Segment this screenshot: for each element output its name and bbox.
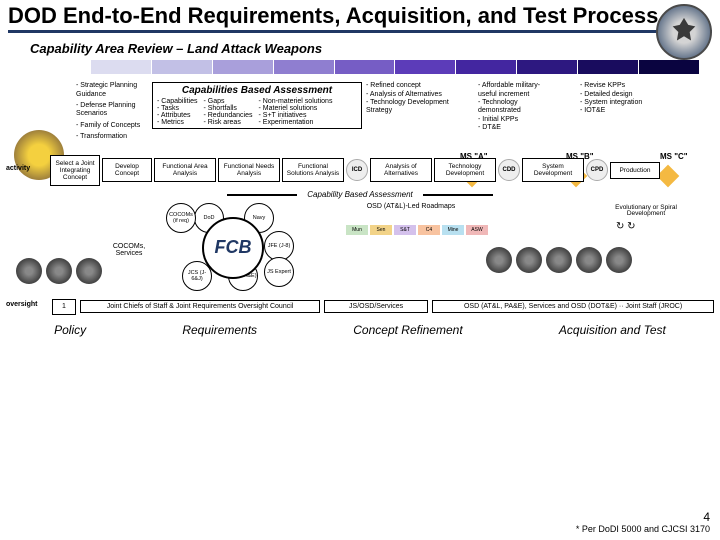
cba-col-3: Non-materiel solutionsMateriel solutions… — [259, 98, 333, 126]
subtitle: Capability Area Review – Land Attack Wea… — [30, 41, 700, 56]
service-seals-right — [486, 247, 632, 273]
seal-icon — [576, 247, 602, 273]
activity-box: Functional Area Analysis — [154, 158, 216, 182]
activity-box: Develop Concept — [102, 158, 152, 182]
oversight-label: oversight — [6, 301, 48, 308]
oversight-box: OSD (AT&L, PA&E), Services and OSD (DOT&… — [432, 300, 714, 313]
cba-col-1: CapabilitiesTasksAttributesMetrics — [157, 98, 197, 126]
cba-box: Capabilities Based Assessment Capabiliti… — [152, 82, 362, 129]
fcb-node: COCOMs (if req) — [166, 203, 196, 233]
phase-label: Acquisition and Test — [559, 323, 666, 337]
evolution-label: Evolutionary or Spiral Development — [606, 205, 686, 218]
activity-box: Select a Joint Integrating Concept — [50, 155, 100, 186]
ms-b-bullets: Revise KPPsDetailed designSystem integra… — [580, 82, 660, 116]
policy-bullets: Strategic Planning GuidanceDefense Plann… — [76, 82, 148, 144]
roadmap-boxes: MunSenS&TC4MineASW — [346, 225, 488, 235]
seal-icon — [516, 247, 542, 273]
phase-label: Requirements — [182, 323, 257, 337]
refined-bullets: Refined conceptAnalysis of AlternativesT… — [366, 82, 456, 116]
cocoms-label: COCOMs, Services — [106, 243, 152, 257]
service-seals-left — [16, 258, 102, 284]
activity-box: Functional Needs Analysis — [218, 158, 280, 182]
icd-circle: ICD — [346, 159, 368, 181]
oversight-box: Joint Chiefs of Staff & Joint Requiremen… — [80, 300, 320, 313]
roadmap-label: OSD (AT&L)-Led Roadmaps — [356, 203, 466, 210]
oversight-1: 1 — [52, 299, 76, 315]
ms-a-bullets: Affordable military-useful incrementTech… — [478, 82, 558, 132]
activity-box: Analysis of Alternatives — [370, 158, 432, 182]
dod-seal-icon — [656, 4, 712, 60]
phase-label: Policy — [54, 323, 86, 337]
seal-icon — [606, 247, 632, 273]
seal-icon — [16, 258, 42, 284]
title-underline — [8, 30, 712, 33]
seal-icon — [486, 247, 512, 273]
page-number: 4 — [576, 510, 710, 524]
phase-label: Concept Refinement — [353, 323, 462, 337]
oversight-box: JS/OSD/Services — [324, 300, 428, 313]
seal-icon — [46, 258, 72, 284]
activity-label: activity — [6, 165, 48, 172]
seal-icon — [546, 247, 572, 273]
fcb-node: JS Expert — [264, 257, 294, 287]
fcb-center: FCB — [202, 217, 264, 279]
cdd-circle: CDD — [498, 159, 520, 181]
activity-box: Functional Solutions Analysis — [282, 158, 344, 182]
cpd-circle: CPD — [586, 159, 608, 181]
seal-icon — [76, 258, 102, 284]
cba-col-2: GapsShortfallsRedundanciesRisk areas — [203, 98, 252, 126]
page-title: DOD End-to-End Requirements, Acquisition… — [8, 4, 712, 28]
activity-box: System Development — [522, 158, 584, 182]
activity-box: Production — [610, 162, 660, 179]
cba-arrow-label: Capability Based Assessment — [227, 190, 493, 199]
activity-box: Technology Development — [434, 158, 496, 182]
gradient-bar — [30, 60, 700, 74]
spiral-arrow-icon: ↻ ↻ — [616, 221, 636, 232]
cba-title: Capabilities Based Assessment — [157, 85, 357, 96]
footnote: 4 * Per DoDI 5000 and CJCSI 3170 — [576, 510, 710, 534]
